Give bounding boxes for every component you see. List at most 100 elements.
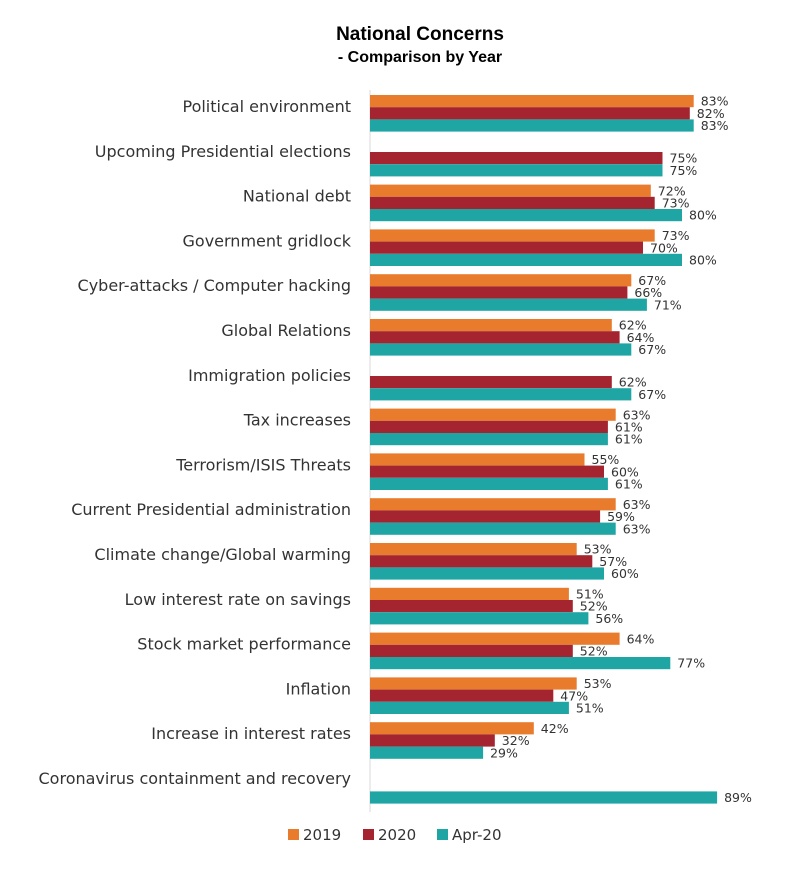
bar-apr-20 bbox=[370, 433, 608, 446]
legend-swatch bbox=[363, 829, 374, 840]
bar-2020 bbox=[370, 555, 593, 568]
bar-2020 bbox=[370, 152, 663, 165]
category-label: Government gridlock bbox=[183, 231, 352, 250]
data-label: 67% bbox=[638, 273, 666, 288]
bar-2019 bbox=[370, 453, 585, 466]
category-label: Upcoming Presidential elections bbox=[95, 142, 351, 161]
bar-2019 bbox=[370, 587, 569, 600]
legend-label: 2019 bbox=[303, 826, 341, 844]
category-label: National debt bbox=[243, 187, 351, 206]
data-label: 53% bbox=[584, 542, 612, 557]
bar-apr-20 bbox=[370, 388, 632, 401]
data-label: 52% bbox=[580, 599, 608, 614]
data-label: 63% bbox=[623, 497, 651, 512]
data-label: 60% bbox=[611, 566, 639, 581]
bar-apr-20 bbox=[370, 253, 682, 266]
data-label: 80% bbox=[689, 253, 717, 268]
data-label: 67% bbox=[638, 342, 666, 357]
data-label: 80% bbox=[689, 208, 717, 223]
data-label: 61% bbox=[615, 420, 643, 435]
data-label: 83% bbox=[701, 94, 729, 109]
data-label: 64% bbox=[627, 330, 655, 345]
data-label: 75% bbox=[670, 151, 698, 166]
bar-2020 bbox=[370, 600, 573, 613]
category-label: Inflation bbox=[286, 679, 351, 698]
bar-apr-20 bbox=[370, 119, 694, 132]
category-label: Cyber-attacks / Computer hacking bbox=[78, 276, 351, 295]
bar-apr-20 bbox=[370, 657, 671, 670]
data-label: 71% bbox=[654, 297, 682, 312]
bar-2019 bbox=[370, 184, 651, 197]
data-label: 61% bbox=[615, 477, 643, 492]
data-label: 51% bbox=[576, 701, 604, 716]
bar-apr-20 bbox=[370, 791, 718, 804]
data-label: 32% bbox=[502, 733, 530, 748]
bar-2020 bbox=[370, 510, 601, 523]
category-label: Coronavirus containment and recovery bbox=[39, 769, 352, 788]
data-label: 47% bbox=[560, 688, 588, 703]
category-label: Increase in interest rates bbox=[151, 724, 351, 743]
data-label: 89% bbox=[724, 790, 752, 805]
bar-2019 bbox=[370, 274, 632, 287]
bar-apr-20 bbox=[370, 522, 616, 535]
data-label: 55% bbox=[592, 452, 620, 467]
data-label: 60% bbox=[611, 464, 639, 479]
bar-2020 bbox=[370, 241, 643, 254]
category-label: Current Presidential administration bbox=[71, 500, 351, 519]
bar-2020 bbox=[370, 331, 620, 344]
bar-apr-20 bbox=[370, 164, 663, 177]
data-label: 82% bbox=[697, 106, 725, 121]
data-label: 63% bbox=[623, 521, 651, 536]
category-label: Immigration policies bbox=[188, 366, 351, 385]
data-label: 61% bbox=[615, 432, 643, 447]
category-label: Low interest rate on savings bbox=[125, 590, 351, 609]
bar-2020 bbox=[370, 286, 628, 299]
data-label: 51% bbox=[576, 587, 604, 602]
data-label: 62% bbox=[619, 318, 647, 333]
bar-2020 bbox=[370, 376, 612, 389]
legend: 2019 2020 Apr-20 bbox=[288, 826, 502, 844]
bar-2020 bbox=[370, 644, 573, 657]
chart-subtitle: - Comparison by Year bbox=[338, 49, 502, 66]
legend-label: Apr-20 bbox=[452, 826, 502, 844]
data-label: 53% bbox=[584, 676, 612, 691]
data-label: 56% bbox=[595, 611, 623, 626]
bar-2019 bbox=[370, 722, 534, 735]
category-label: Terrorism/ISIS Threats bbox=[175, 455, 351, 474]
legend-label: 2020 bbox=[378, 826, 416, 844]
data-label: 63% bbox=[623, 407, 651, 422]
bar-2019 bbox=[370, 95, 694, 108]
data-label: 62% bbox=[619, 375, 647, 390]
bar-2020 bbox=[370, 465, 604, 478]
bar-2019 bbox=[370, 677, 577, 690]
bar-2020 bbox=[370, 196, 655, 209]
data-label: 73% bbox=[662, 196, 690, 211]
category-label: Political environment bbox=[182, 97, 351, 116]
bar-apr-20 bbox=[370, 567, 604, 580]
bar-2019 bbox=[370, 229, 655, 242]
bar-2019 bbox=[370, 543, 577, 556]
bar-2019 bbox=[370, 408, 616, 421]
bar-apr-20 bbox=[370, 701, 569, 714]
bar-apr-20 bbox=[370, 612, 589, 625]
data-label: 73% bbox=[662, 228, 690, 243]
category-label: Global Relations bbox=[221, 321, 351, 340]
legend-swatch bbox=[288, 829, 299, 840]
data-label: 59% bbox=[607, 509, 635, 524]
bar-apr-20 bbox=[370, 298, 647, 311]
bar-apr-20 bbox=[370, 343, 632, 356]
data-label: 77% bbox=[677, 656, 705, 671]
data-label: 29% bbox=[490, 745, 518, 760]
data-label: 64% bbox=[627, 631, 655, 646]
bar-2020 bbox=[370, 734, 495, 747]
category-label: Climate change/Global warming bbox=[94, 545, 351, 564]
data-label: 72% bbox=[658, 183, 686, 198]
data-label: 42% bbox=[541, 721, 569, 736]
data-label: 57% bbox=[599, 554, 627, 569]
data-label: 67% bbox=[638, 387, 666, 402]
bar-marks: Political environment 83%82%83% Upcoming P… bbox=[39, 94, 753, 805]
data-label: 66% bbox=[634, 285, 662, 300]
data-label: 70% bbox=[650, 240, 678, 255]
bar-apr-20 bbox=[370, 746, 484, 759]
